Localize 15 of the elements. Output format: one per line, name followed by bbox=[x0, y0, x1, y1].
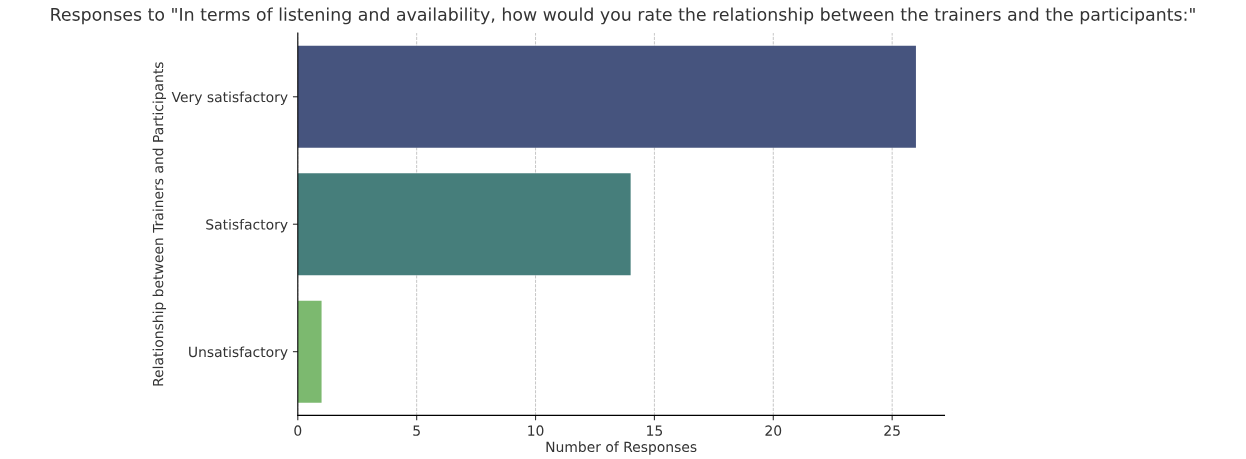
x-axis-title: Number of Responses bbox=[546, 441, 697, 455]
bar bbox=[297, 173, 631, 276]
x-tick-label: 15 bbox=[647, 425, 663, 436]
x-tick-label: 25 bbox=[884, 425, 900, 436]
chart-title: Responses to "In terms of listening and availability, how would you rate the relationship between the trainers and the participants:" bbox=[51, 7, 1195, 25]
y-tick-label: Very satisfactory bbox=[171, 91, 288, 105]
x-tick-label: 5 bbox=[413, 425, 420, 436]
x-tick-label: 0 bbox=[294, 425, 302, 436]
bar bbox=[297, 300, 322, 403]
bar bbox=[297, 45, 916, 148]
y-tick-label: Satisfactory bbox=[206, 218, 288, 233]
y-tick-label: Unsatisfactory bbox=[189, 346, 288, 360]
x-tick-label: 20 bbox=[765, 425, 782, 436]
y-axis-title: Relationship between Trainers and Participants bbox=[152, 62, 167, 386]
x-tick-label: 10 bbox=[528, 425, 544, 436]
